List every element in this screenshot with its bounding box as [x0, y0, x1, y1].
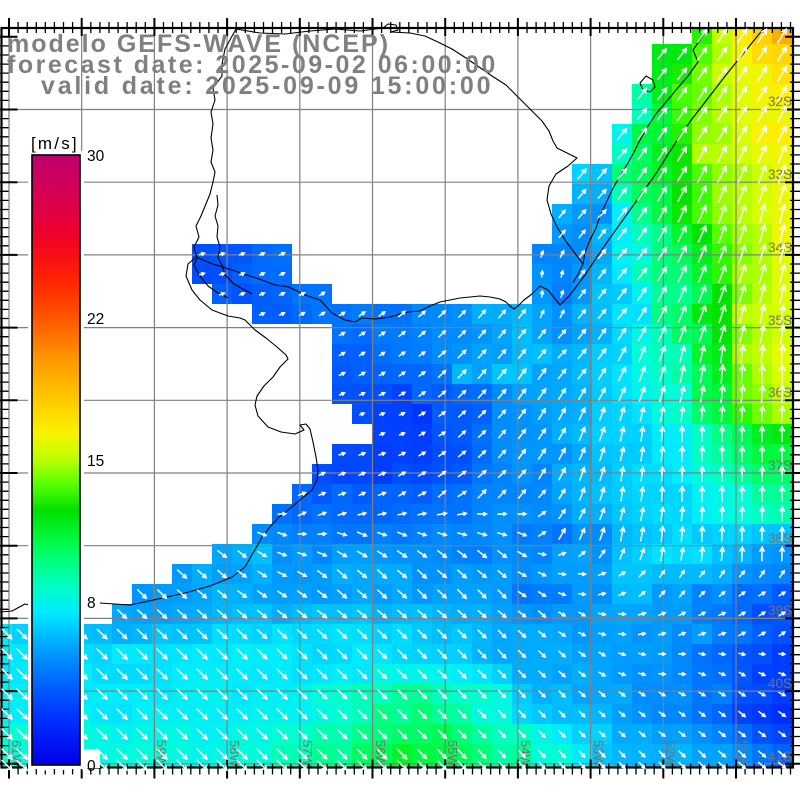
svg-text:39S: 39S [768, 603, 792, 618]
svg-text:54W: 54W [518, 740, 533, 767]
svg-text:35S: 35S [768, 313, 792, 328]
svg-text:36S: 36S [768, 385, 792, 400]
svg-text:[m/s]: [m/s] [31, 134, 79, 153]
svg-text:15: 15 [87, 453, 104, 470]
svg-text:53W: 53W [591, 740, 606, 767]
svg-text:40S: 40S [768, 676, 792, 691]
svg-text:55W: 55W [445, 740, 460, 767]
svg-text:57W: 57W [300, 740, 315, 767]
svg-text:52W: 52W [663, 740, 678, 767]
svg-text:37S: 37S [768, 458, 792, 473]
svg-text:8: 8 [87, 595, 96, 612]
svg-text:56W: 56W [373, 740, 388, 767]
svg-text:0: 0 [87, 758, 96, 775]
svg-text:modelo GEFS-WAVE (NCEP): modelo GEFS-WAVE (NCEP) [7, 30, 390, 58]
svg-text:22: 22 [87, 311, 104, 328]
svg-text:61W: 61W [9, 740, 24, 767]
svg-text:51W: 51W [736, 740, 751, 767]
svg-text:32S: 32S [768, 94, 792, 109]
svg-text:valid date: 2025-09-09 15:00:0: valid date: 2025-09-09 15:00:00 [41, 72, 493, 100]
svg-text:38S: 38S [768, 531, 792, 546]
svg-text:forecast date: 2025-09-02 06:0: forecast date: 2025-09-02 06:00:00 [7, 51, 498, 79]
svg-text:41S: 41S [768, 749, 792, 764]
svg-text:30: 30 [87, 148, 105, 165]
